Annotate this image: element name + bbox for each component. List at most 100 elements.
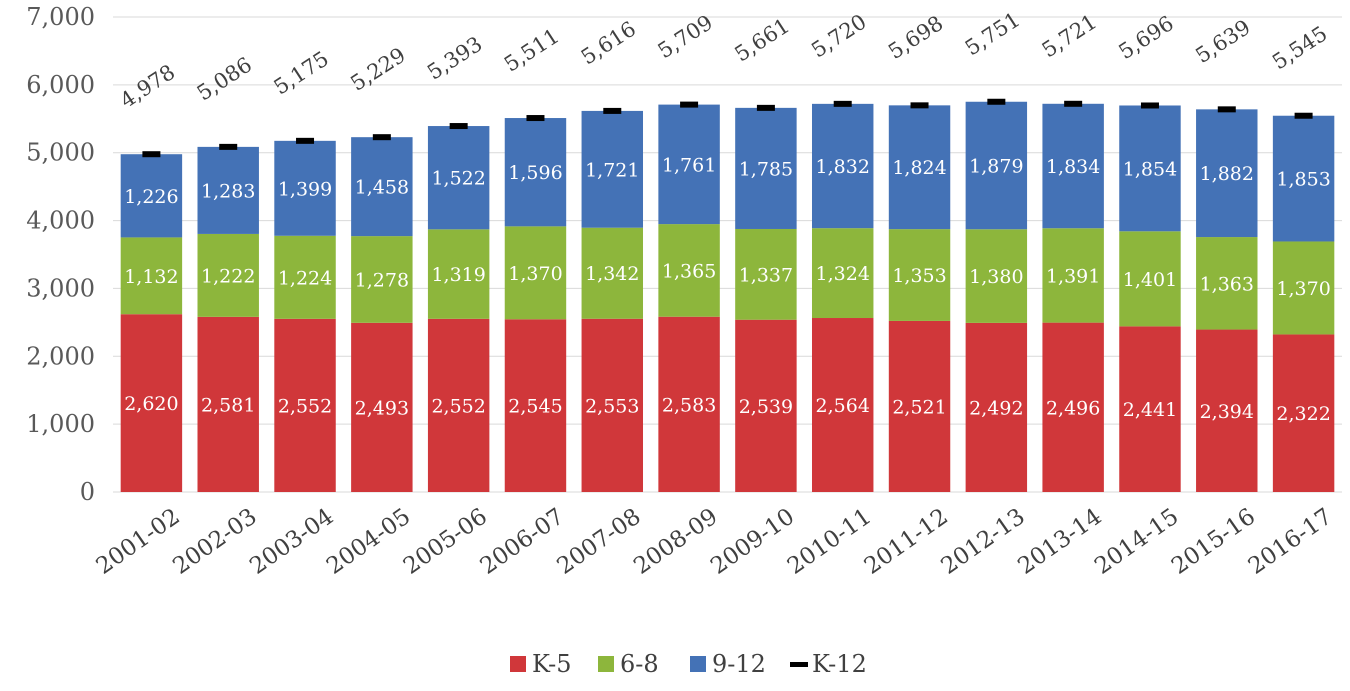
bar-segment-6-8 <box>504 226 567 320</box>
bar-segment-9-12 <box>504 118 567 227</box>
data-label-9-12: 1,721 <box>585 159 639 181</box>
data-label-6-8: 1,401 <box>1123 269 1177 291</box>
x-tick-label: 2005-06 <box>399 504 492 580</box>
bars: 2,620 1,132 1,226 2,581 1,222 1,283 2,552 1,224… <box>120 101 1335 492</box>
total-marker <box>1294 112 1313 119</box>
bar-segment-9-12 <box>965 101 1028 230</box>
total-marker <box>1140 102 1159 109</box>
bar-segment-k-5 <box>1196 329 1258 492</box>
data-label-9-12: 1,522 <box>431 168 485 190</box>
data-label-9-12: 1,399 <box>278 178 332 200</box>
data-label-6-8: 1,391 <box>1046 265 1100 287</box>
x-tick-label: 2016-17 <box>1244 504 1337 580</box>
data-label-k-5: 2,521 <box>892 396 946 418</box>
legend-swatch-k-12 <box>790 662 808 667</box>
x-tick-label: 2006-07 <box>476 504 569 580</box>
data-label-6-8: 1,370 <box>508 263 562 285</box>
data-label-6-8: 1,380 <box>969 266 1023 288</box>
x-tick-label: 2007-08 <box>553 504 646 580</box>
total-marker <box>219 143 238 150</box>
x-tick-label: 2002-03 <box>168 504 261 580</box>
total-label: 5,545 <box>1268 21 1331 74</box>
bar-segment-9-12 <box>427 126 490 230</box>
data-label-k-5: 2,583 <box>662 394 716 416</box>
bar-segment-k-5 <box>1042 322 1104 492</box>
data-label-9-12: 1,834 <box>1046 156 1100 178</box>
legend: K-5 6-8 9-12 K-12 <box>510 650 867 678</box>
data-label-k-5: 2,322 <box>1276 403 1330 425</box>
total-marker <box>987 98 1006 105</box>
bar-segment-6-8 <box>965 229 1028 323</box>
bar-segment-6-8 <box>811 228 874 319</box>
total-label: 5,661 <box>730 14 793 67</box>
total-label: 5,616 <box>577 17 640 70</box>
legend-swatch-6-8 <box>598 656 614 672</box>
total-label: 5,511 <box>500 24 563 77</box>
y-tick-label: 4,000 <box>26 207 95 235</box>
data-label-6-8: 1,132 <box>124 266 178 288</box>
data-label-k-5: 2,552 <box>431 395 485 417</box>
data-label-9-12: 1,596 <box>508 162 562 184</box>
bar-segment-k-5 <box>351 322 413 492</box>
x-tick-label: 2013-14 <box>1013 504 1106 580</box>
bar-segment-6-8 <box>351 236 413 323</box>
x-tick-label: 2008-09 <box>629 504 722 580</box>
total-marker <box>1217 106 1236 113</box>
bar-segment-k-5 <box>581 318 644 492</box>
data-label-k-5: 2,394 <box>1200 401 1254 423</box>
bar-segment-k-5 <box>811 318 874 492</box>
y-tick-label: 3,000 <box>26 274 95 302</box>
bar-segment-9-12 <box>351 137 413 237</box>
total-marker <box>603 107 622 114</box>
legend-label-9-12: 9-12 <box>712 650 766 678</box>
legend-label-k-12: K-12 <box>812 650 867 678</box>
bar-segment-9-12 <box>1042 103 1104 229</box>
x-tick-label: 2004-05 <box>322 504 415 580</box>
bar-segment-9-12 <box>274 140 336 236</box>
total-marker <box>142 151 161 158</box>
bar-segment-6-8 <box>1196 237 1258 330</box>
total-marker <box>449 123 468 130</box>
bar-segment-k-5 <box>504 319 567 492</box>
y-tick-label: 7,000 <box>26 3 95 31</box>
bar-segment-9-12 <box>1119 105 1181 232</box>
bar-segment-9-12 <box>658 104 720 225</box>
bar-segment-k-5 <box>427 318 490 492</box>
data-label-k-5: 2,496 <box>1046 397 1100 419</box>
data-label-6-8: 1,222 <box>201 265 255 287</box>
total-label: 5,086 <box>193 53 256 106</box>
data-label-9-12: 1,854 <box>1123 158 1177 180</box>
x-tick-label: 2014-15 <box>1090 504 1183 580</box>
x-tick-label: 2015-16 <box>1167 504 1260 580</box>
data-label-9-12: 1,879 <box>969 156 1023 178</box>
data-label-k-5: 2,539 <box>739 396 793 418</box>
legend-label-k-5: K-5 <box>532 650 572 678</box>
total-marker <box>910 102 929 109</box>
total-marker <box>1064 100 1083 107</box>
total-label: 5,709 <box>654 10 717 63</box>
data-label-k-5: 2,552 <box>278 395 332 417</box>
bar-segment-6-8 <box>658 224 720 317</box>
data-label-9-12: 1,882 <box>1200 163 1254 185</box>
x-tick-label: 2003-04 <box>245 504 338 580</box>
total-label: 5,696 <box>1114 11 1177 64</box>
data-label-9-12: 1,226 <box>124 186 178 208</box>
bar-segment-9-12 <box>120 154 183 238</box>
data-label-k-5: 2,581 <box>201 394 255 416</box>
data-label-6-8: 1,337 <box>739 264 793 286</box>
data-label-6-8: 1,278 <box>355 269 409 291</box>
data-label-9-12: 1,785 <box>739 158 793 180</box>
total-marker <box>526 115 545 122</box>
data-label-6-8: 1,365 <box>662 260 716 282</box>
total-label: 5,751 <box>961 7 1024 60</box>
x-axis-ticks: 2001-022002-032003-042004-052005-062006-… <box>92 504 1337 580</box>
bar-segment-k-5 <box>735 319 797 492</box>
bar-segment-9-12 <box>1196 109 1258 238</box>
bar-segment-k-5 <box>888 320 951 492</box>
bar-segment-9-12 <box>811 103 874 229</box>
bar-segment-6-8 <box>197 233 259 317</box>
total-marker <box>296 137 315 144</box>
x-tick-label: 2010-11 <box>783 504 876 580</box>
total-label: 5,175 <box>269 47 332 100</box>
total-marker <box>680 101 699 108</box>
